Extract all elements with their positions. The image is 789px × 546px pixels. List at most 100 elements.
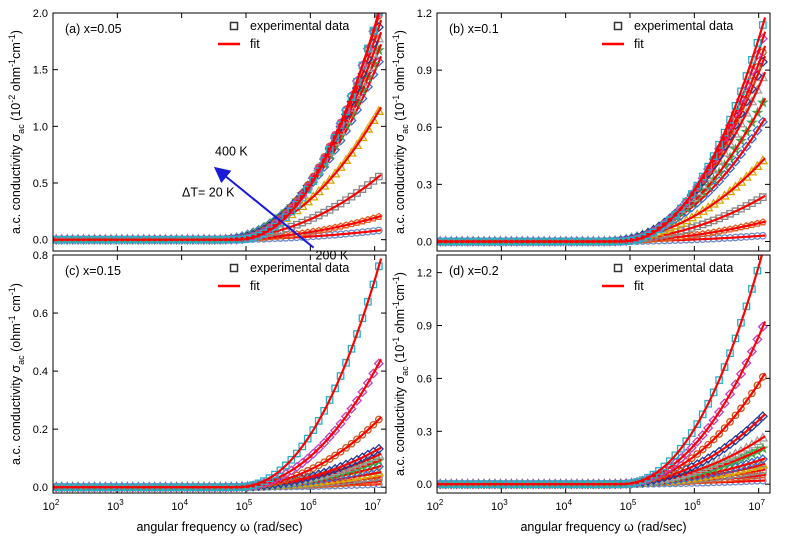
y-tick-label: 0.6 <box>33 308 48 320</box>
x-axis-label: angular frequency ω (rad/sec) <box>136 520 302 534</box>
data-point <box>741 357 752 369</box>
panel-d: 0.0 0.3 0.6 0.9 1.2 102 103 104 105 106 107 (d) x=0… <box>391 254 771 534</box>
data-point <box>372 454 385 466</box>
data-point <box>313 185 325 196</box>
y-tick-label: 0.0 <box>33 482 48 494</box>
x-tick-label: 104 <box>171 498 188 513</box>
axes-frame <box>52 12 387 252</box>
data-point <box>324 174 335 184</box>
y-tick-label: 0.9 <box>417 321 432 333</box>
y-tick-label: 0.0 <box>417 236 432 248</box>
data-point <box>676 204 685 213</box>
data-point <box>757 321 768 332</box>
data-point <box>746 346 758 357</box>
legend-label-data: experimental data <box>634 261 733 275</box>
y-tick-label: 1.2 <box>417 8 432 20</box>
data-point <box>375 13 383 16</box>
data-point <box>719 398 730 409</box>
x-tick-label: 102 <box>43 498 60 513</box>
data-point <box>282 461 290 470</box>
data-point <box>287 455 296 464</box>
data-point <box>666 216 674 224</box>
axes-frame <box>436 12 771 252</box>
data-point <box>373 358 384 369</box>
y-axis-label: a.c. conductivity σac (10-2 ohm-1cm-1) <box>7 30 26 234</box>
y-tick-label: 0.6 <box>417 373 432 385</box>
data-point <box>362 123 374 133</box>
data-point <box>351 139 363 150</box>
data-point <box>757 154 769 165</box>
legend-label-data: experimental data <box>250 19 349 33</box>
legend-label-data: experimental data <box>634 19 733 33</box>
y-axis-label: a.c. conductivity σac (10-1 ohm-1cm-1) <box>391 30 410 234</box>
annotation-400k: 400 K <box>215 144 248 158</box>
data-point <box>746 133 758 144</box>
x-tick-label: 106 <box>300 498 317 513</box>
temperature-arrow <box>213 166 315 249</box>
annotation-200k: 200 K <box>316 249 349 263</box>
data-point <box>318 180 330 190</box>
data-point <box>373 105 385 115</box>
panel-title: (a) x=0.05 <box>65 22 122 36</box>
panel-title: (d) x=0.2 <box>449 264 499 278</box>
fit-line <box>437 320 767 486</box>
fit-line <box>437 17 767 243</box>
y-axis-label: a.c. conductivity σac (10-1 ohm-1cm-1) <box>391 272 410 476</box>
data-point <box>373 443 384 455</box>
data-point <box>276 466 285 475</box>
legend-label-fit: fit <box>250 279 260 293</box>
fit-line <box>437 255 763 486</box>
data-point <box>676 444 685 453</box>
y-tick-label: 0.3 <box>417 179 432 191</box>
data-point <box>735 368 747 380</box>
y-tick-label: 0.9 <box>417 65 432 77</box>
data-point <box>346 147 357 157</box>
data-point <box>292 201 301 209</box>
data-series-group <box>437 255 769 490</box>
fit-line <box>53 13 380 241</box>
x-tick-label: 105 <box>620 498 637 513</box>
data-point <box>713 407 725 418</box>
y-tick-label: 2.0 <box>33 8 48 20</box>
data-point <box>340 411 352 422</box>
data-point <box>375 212 383 220</box>
data-point <box>671 210 680 219</box>
legend-marker <box>613 263 623 273</box>
data-point <box>660 221 669 229</box>
data-point <box>692 436 703 447</box>
data-point <box>697 429 708 441</box>
y-tick-label: 0.8 <box>33 250 48 262</box>
x-tick-label: 103 <box>491 498 508 513</box>
x-tick-label: 107 <box>748 498 765 513</box>
x-tick-label: 106 <box>684 498 701 513</box>
x-tick-label: 102 <box>427 498 444 513</box>
data-point <box>730 379 741 390</box>
y-tick-label: 0.4 <box>33 366 48 378</box>
data-series-group <box>437 17 769 247</box>
y-tick-label: 0.6 <box>417 122 432 134</box>
y-tick-label: 0.5 <box>33 178 48 190</box>
data-point <box>759 218 767 226</box>
y-axis-label: a.c. conductivity σac (ohm-1 cm-1) <box>7 283 26 465</box>
data-point <box>340 154 352 164</box>
panel-title: (b) x=0.1 <box>449 22 499 36</box>
legend-marker <box>229 21 239 31</box>
annotation-delta-t: ΔT= 20 K <box>182 185 235 199</box>
y-tick-label: 0.3 <box>417 426 432 438</box>
x-tick-label: 103 <box>107 498 124 513</box>
data-point <box>752 160 763 171</box>
data-point <box>759 255 767 256</box>
legend-label-data: experimental data <box>250 261 349 275</box>
data-point <box>329 168 341 178</box>
data-point <box>708 415 719 426</box>
data-point <box>276 218 285 227</box>
axes-frame <box>52 254 387 494</box>
data-point <box>671 451 680 460</box>
data-point <box>719 169 730 180</box>
data-point <box>329 425 341 436</box>
data-point <box>375 172 383 181</box>
y-tick-label: 0.0 <box>33 235 48 247</box>
data-point <box>724 389 736 400</box>
y-tick-label: 1.5 <box>33 65 48 77</box>
